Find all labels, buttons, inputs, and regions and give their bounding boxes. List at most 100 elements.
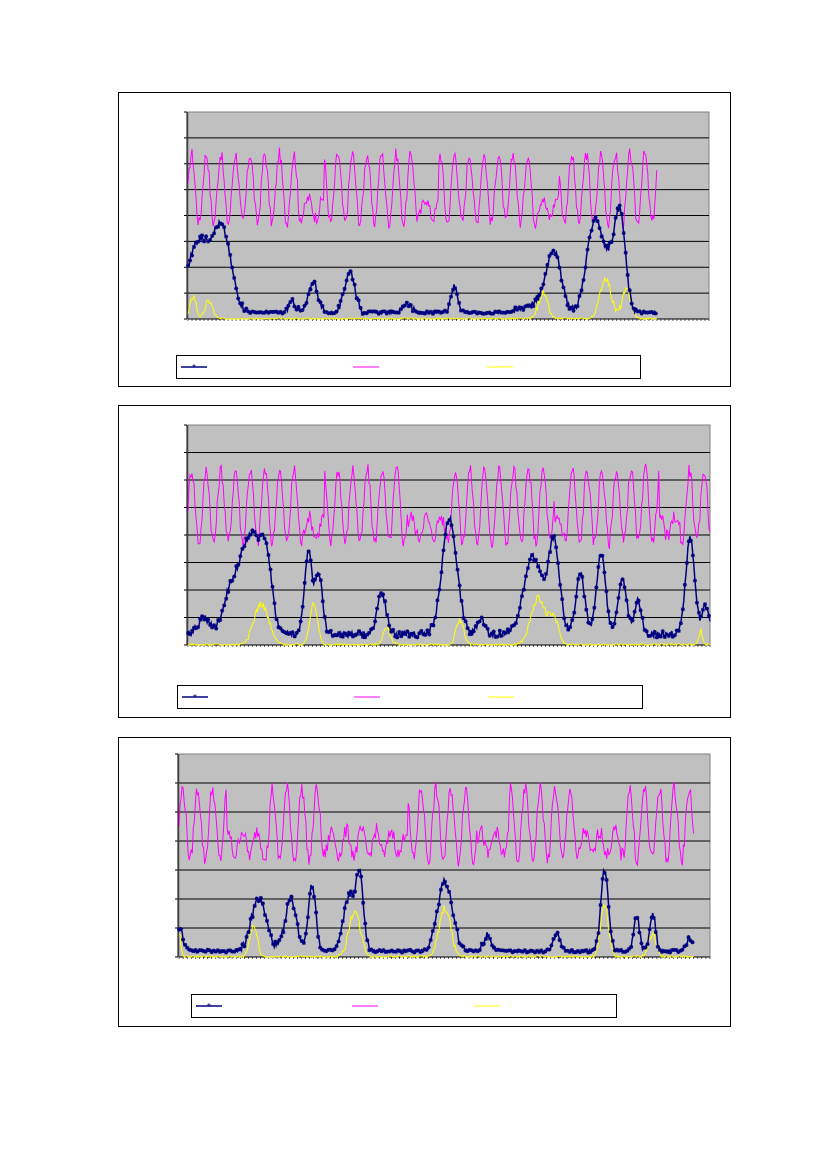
svg-text:*: * [192, 363, 196, 372]
series-a-point [594, 939, 599, 944]
series-a-point [274, 617, 279, 622]
series-a-point [324, 949, 329, 954]
series-a-point [586, 620, 591, 625]
series-a-point [527, 557, 532, 562]
series-a-point [209, 950, 214, 955]
series-a-point [296, 628, 301, 633]
series-a-point [224, 950, 229, 955]
series-a-point [556, 561, 561, 566]
series-a-point [381, 948, 386, 953]
series-a-point [499, 633, 504, 638]
series-a-point [489, 631, 494, 636]
series-a-point [360, 311, 365, 316]
series-a-point [510, 950, 515, 955]
series-a-point [612, 948, 617, 953]
series-a-point [428, 309, 433, 314]
series-a-point [363, 921, 368, 926]
series-a-point [392, 310, 397, 315]
series-a-point [483, 936, 488, 941]
series-a-point [194, 240, 199, 245]
series-a-point [194, 626, 199, 631]
series-a-point [308, 287, 313, 292]
series-a-point [491, 629, 496, 634]
series-a-point [373, 619, 378, 624]
series-a-point [623, 949, 628, 954]
series-a-point [425, 628, 430, 633]
series-a-point [354, 632, 359, 637]
series-a-point [457, 583, 462, 588]
series-a-point [624, 598, 629, 603]
series-a-point [443, 879, 448, 884]
series-a-point [412, 308, 417, 313]
series-a-point [536, 564, 541, 569]
series-a-point [200, 233, 205, 238]
series-a-point [226, 948, 231, 953]
series-a-point [627, 946, 632, 951]
series-a-point [310, 281, 315, 286]
series-a-point [191, 949, 196, 954]
series-a-point [593, 215, 598, 220]
series-a-point [467, 632, 472, 637]
series-a-point [385, 613, 390, 618]
series-a-point [208, 622, 213, 627]
series-a-point [302, 580, 307, 585]
series-a-point [455, 292, 460, 297]
series-a-point [547, 253, 552, 258]
series-a-point [444, 309, 449, 314]
series-a-point [270, 584, 275, 589]
series-a-point [230, 578, 235, 583]
series-a-point [308, 558, 313, 563]
series-a-point [370, 309, 375, 314]
series-a-point [428, 938, 433, 943]
series-a-point [629, 301, 634, 306]
series-a-point [437, 587, 442, 592]
series-a-point [240, 942, 245, 947]
series-a-point [551, 936, 556, 941]
legend-entry-series-c [488, 686, 514, 708]
legend-1: * [176, 355, 641, 379]
series-a-point [246, 930, 251, 935]
series-a-point [352, 282, 357, 287]
series-a-point [424, 947, 429, 952]
series-a-point [312, 279, 317, 284]
series-a-point [384, 311, 389, 316]
series-a-point [236, 947, 241, 952]
series-a-point [551, 248, 556, 253]
series-a-point [246, 309, 251, 314]
series-a-point [589, 228, 594, 233]
series-a-point [629, 944, 634, 949]
series-a-point [515, 613, 520, 618]
series-a-point [575, 304, 580, 309]
series-a-point [503, 310, 508, 315]
series-a-point [406, 948, 411, 953]
series-a-point [324, 629, 329, 634]
series-a-point [580, 948, 585, 953]
series-a-point [416, 310, 421, 315]
series-a-point [198, 617, 203, 622]
series-a-point [684, 943, 689, 948]
series-a-point [604, 877, 609, 882]
series-a-point [406, 304, 411, 309]
series-a-point [522, 948, 527, 953]
series-a-point [338, 298, 343, 303]
series-a-point [394, 310, 399, 315]
series-a-point [607, 240, 612, 245]
series-a-point [540, 573, 545, 578]
series-a-point [200, 614, 205, 619]
series-a-point [366, 309, 371, 314]
series-a-point [690, 553, 695, 558]
series-a-point [330, 633, 335, 638]
series-a-point [375, 949, 380, 954]
series-a-point [561, 945, 566, 950]
series-a-point [280, 311, 285, 316]
series-a-point [485, 626, 490, 631]
series-a-point [602, 570, 607, 575]
series-a-point [328, 947, 333, 952]
series-a-point [518, 949, 523, 954]
series-a-point [443, 532, 448, 537]
series-a-point [560, 597, 565, 602]
series-a-point [206, 239, 211, 244]
series-a-point [374, 309, 379, 314]
series-a-point [362, 310, 367, 315]
series-a-point [503, 630, 508, 635]
